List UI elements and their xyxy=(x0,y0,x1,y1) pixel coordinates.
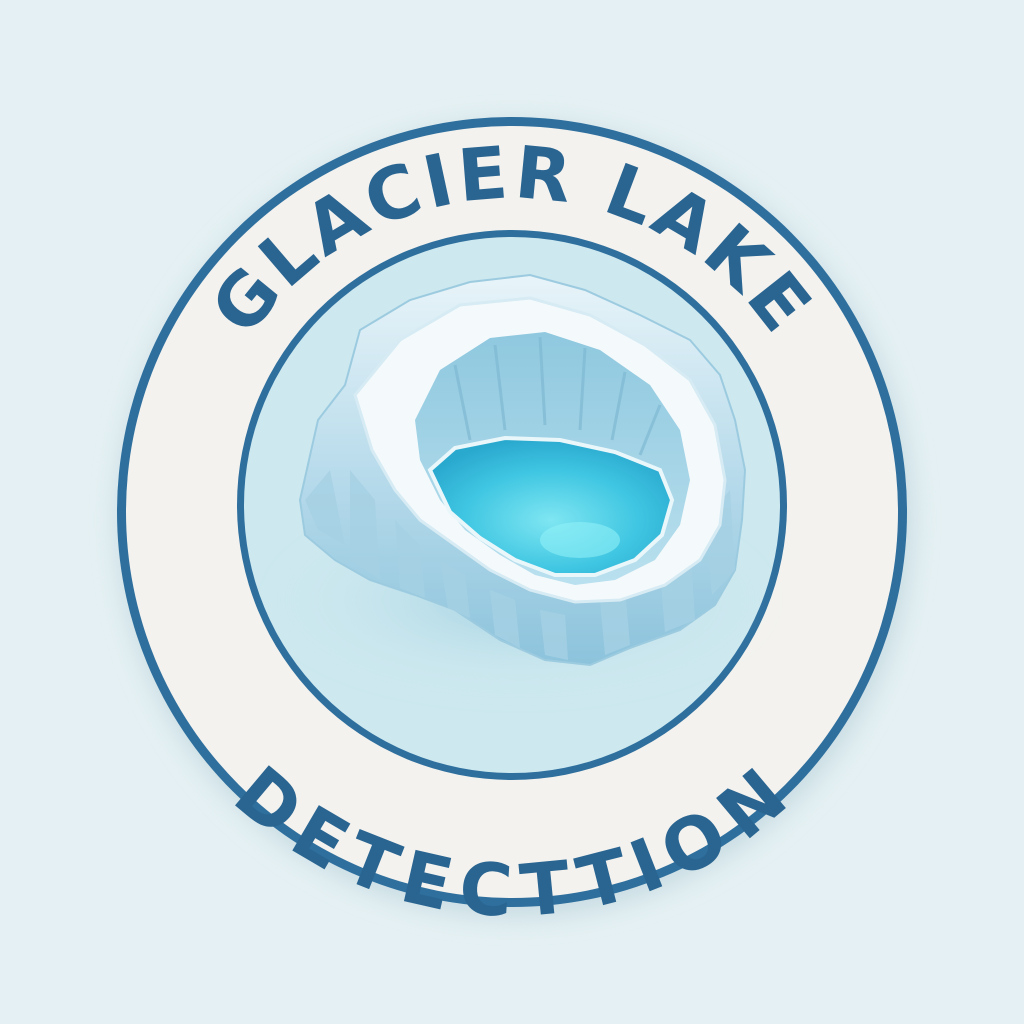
glacier-lake-icon xyxy=(270,273,770,695)
